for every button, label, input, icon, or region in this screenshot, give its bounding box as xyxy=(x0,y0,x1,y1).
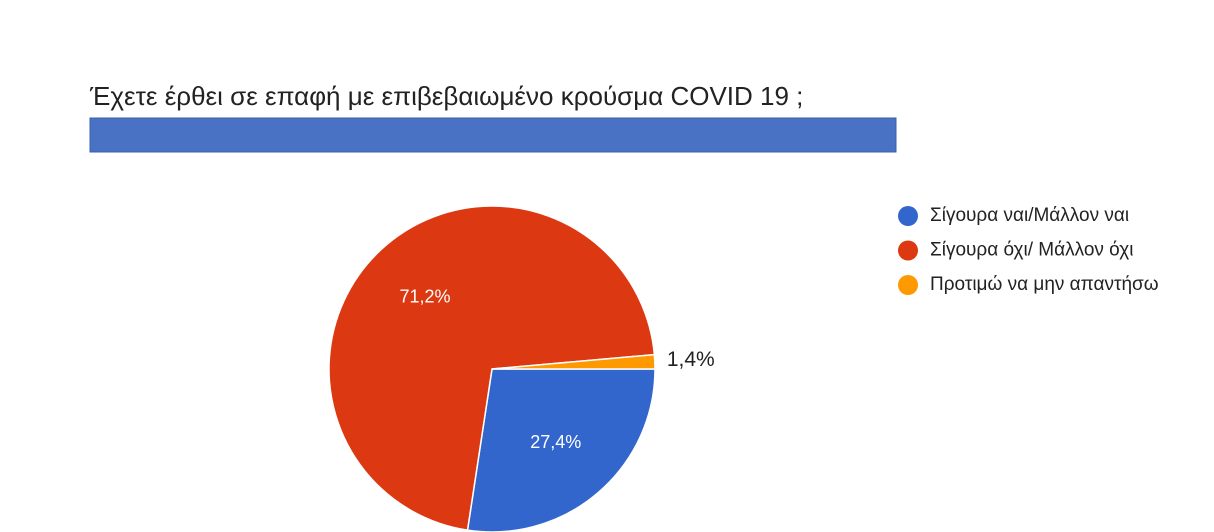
title-bar xyxy=(89,117,897,153)
slice-label: 27,4% xyxy=(530,432,581,452)
legend-swatch xyxy=(898,275,918,295)
slice-label: 71,2% xyxy=(400,286,451,306)
legend-label: Σίγουρα ναι/Μάλλον ναι xyxy=(930,205,1129,226)
pie-slice xyxy=(491,353,656,370)
chart-title: Έχετε έρθει σε επαφή με επιβεβαιωμένο κρ… xyxy=(89,81,803,111)
legend-swatch xyxy=(898,206,918,226)
slice-label: 1,4% xyxy=(667,348,715,371)
legend-label: Προτιμώ να μην απαντήσω xyxy=(930,274,1159,295)
pie-slice xyxy=(328,205,656,532)
legend-label: Σίγουρα όχι/ Μάλλον όχι xyxy=(930,240,1133,261)
legend-swatch xyxy=(898,240,918,261)
